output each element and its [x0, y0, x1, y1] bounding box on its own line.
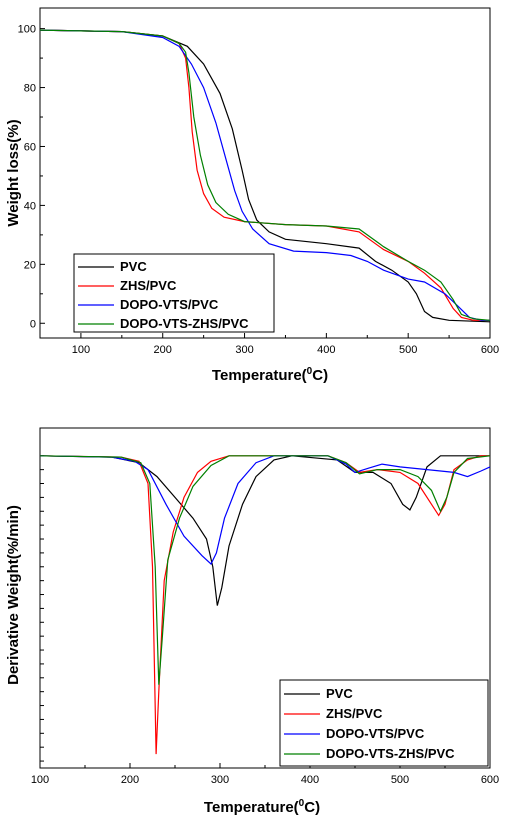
dtg-x-ticks: 100 200 300 400 500 600 — [31, 763, 499, 786]
legend-label: PVC — [120, 259, 147, 274]
y-tick-label: 100 — [18, 24, 36, 36]
legend-label: DOPO-VTS/PVC — [120, 297, 219, 312]
dtg-chart: 100 200 300 400 500 600 Derivative Weight(%/m… — [5, 427, 499, 816]
dtg-legend: PVC ZHS/PVC DOPO-VTS/PVC DOPO-VTS-ZHS/PVC — [279, 679, 489, 767]
y-tick-label: 0 — [30, 318, 36, 330]
legend-label: DOPO-VTS/PVC — [326, 726, 425, 741]
tga-y-axis-title: Weight loss(%) — [5, 119, 22, 226]
x-tick-label: 300 — [235, 344, 253, 356]
series-line-dopo-vts-pvc — [39, 455, 491, 565]
tga-plot-frame — [39, 7, 491, 339]
x-tick-label: 400 — [301, 774, 319, 786]
x-tick-label: 500 — [391, 774, 409, 786]
dtg-x-axis-title: Temperature(0C) — [204, 798, 320, 816]
tga-x-axis-title-main: Temperature( — [212, 367, 307, 384]
x-tick-label: 100 — [72, 344, 90, 356]
x-tick-label: 200 — [154, 344, 172, 356]
legend-label: ZHS/PVC — [326, 706, 383, 721]
dtg-x-axis-title-sup: 0 — [299, 798, 305, 809]
series-line-dopo-vts-zhs-pvc — [39, 29, 491, 321]
dtg-x-axis-title-tail: C) — [304, 799, 320, 816]
x-tick-label: 100 — [31, 774, 49, 786]
legend-label: ZHS/PVC — [120, 278, 177, 293]
x-tick-label: 600 — [481, 774, 499, 786]
x-tick-label: 600 — [481, 344, 499, 356]
tga-chart: 0 20 40 60 80 100 100 200 300 400 500 600 Weight l… — [5, 7, 499, 384]
tga-x-ticks: 100 200 300 400 500 600 — [39, 333, 499, 356]
dtg-x-axis-title-main: Temperature( — [204, 799, 299, 816]
series-line-pvc — [39, 455, 490, 606]
dtg-y-axis-title: Derivative Weight(%/min) — [5, 505, 22, 685]
x-tick-label: 500 — [399, 344, 417, 356]
y-tick-label: 60 — [24, 141, 36, 153]
series-line-pvc — [39, 29, 491, 323]
y-tick-label: 80 — [24, 83, 36, 95]
tga-x-axis-title: Temperature(0C) — [212, 366, 328, 384]
legend-label: PVC — [326, 686, 353, 701]
tga-x-axis-title-tail: C) — [312, 367, 328, 384]
dtg-y-ticks — [40, 455, 44, 762]
x-tick-label: 400 — [317, 344, 335, 356]
tga-x-axis-title-sup: 0 — [307, 366, 313, 377]
series-line-dopo-vts-zhs-pvc — [39, 455, 491, 685]
x-tick-label: 200 — [121, 774, 139, 786]
tga-y-ticks: 0 20 40 60 80 100 — [18, 24, 45, 330]
series-line-dopo-vts-pvc — [39, 29, 490, 321]
y-tick-label: 20 — [24, 259, 36, 271]
x-tick-label: 300 — [211, 774, 229, 786]
y-tick-label: 40 — [24, 200, 36, 212]
legend-label: DOPO-VTS-ZHS/PVC — [326, 746, 455, 761]
tga-series-group — [39, 29, 491, 323]
tga-legend: PVC ZHS/PVC DOPO-VTS/PVC DOPO-VTS-ZHS/PVC — [73, 253, 275, 333]
dtg-series-group — [39, 455, 491, 755]
legend-label: DOPO-VTS-ZHS/PVC — [120, 316, 249, 331]
